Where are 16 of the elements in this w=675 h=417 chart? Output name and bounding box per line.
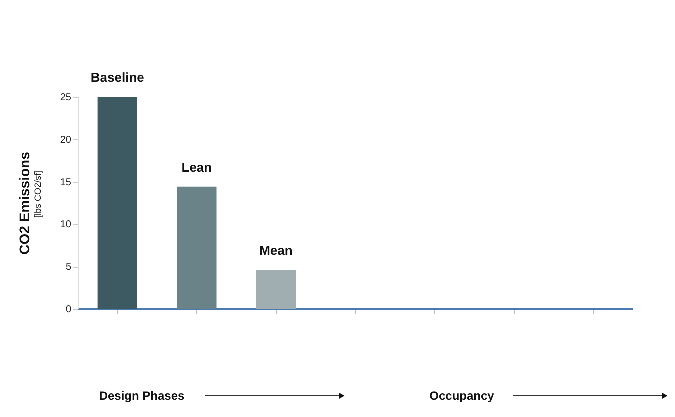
x-tick-label: Mean <box>260 242 293 258</box>
text: Design Phases <box>99 389 186 403</box>
x-tick-label: Baseline <box>90 70 144 85</box>
bar <box>256 270 296 309</box>
y-tick-label: 15 <box>60 177 72 188</box>
y-tick-label: 0 <box>66 304 72 316</box>
text: [lbs CO2/sf] <box>33 171 43 218</box>
bar <box>98 97 138 309</box>
text: Occupancy <box>430 389 495 403</box>
y-tick-label: 20 <box>60 134 72 146</box>
y-tick-label: 5 <box>66 262 72 274</box>
y-tick-label: 10 <box>60 220 72 231</box>
bar <box>177 186 217 309</box>
y-tick-label: 25 <box>60 92 72 104</box>
x-tick-label: Lean <box>182 160 212 175</box>
y-axis-title: CO2 Emissions <box>16 152 32 255</box>
